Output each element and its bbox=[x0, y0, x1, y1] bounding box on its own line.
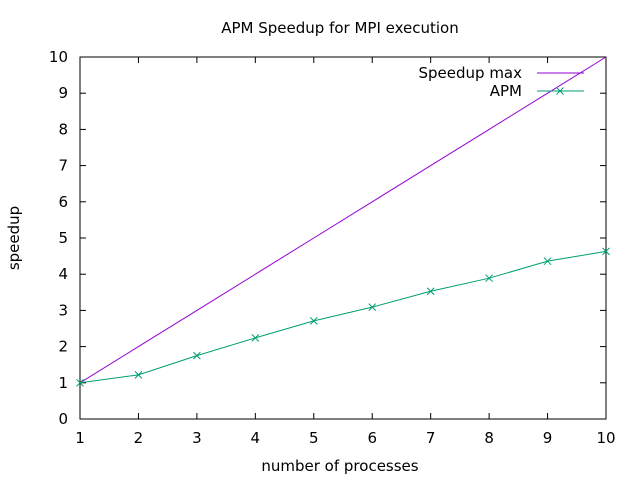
x-tick-label: 1 bbox=[75, 429, 85, 447]
x-tick-label: 3 bbox=[192, 429, 202, 447]
x-tick-label: 5 bbox=[309, 429, 319, 447]
x-tick-label: 8 bbox=[484, 429, 494, 447]
y-tick-label: 2 bbox=[58, 338, 68, 356]
data-point bbox=[309, 317, 318, 325]
y-tick-label: 8 bbox=[58, 120, 68, 138]
y-tick-label: 6 bbox=[58, 193, 68, 211]
chart-title: APM Speedup for MPI execution bbox=[221, 19, 459, 37]
data-point bbox=[134, 370, 143, 379]
x-tick-label: 4 bbox=[251, 429, 261, 447]
data-point bbox=[251, 334, 260, 342]
y-axis-label: speedup bbox=[5, 206, 23, 270]
legend-label: Speedup max bbox=[419, 64, 523, 82]
x-tick-label: 9 bbox=[543, 429, 553, 447]
y-tick-label: 4 bbox=[58, 265, 68, 283]
y-tick-label: 10 bbox=[49, 48, 68, 66]
series-line-0 bbox=[79, 56, 607, 384]
data-point bbox=[602, 247, 610, 256]
y-tick-label: 7 bbox=[58, 157, 68, 175]
y-tick-label: 5 bbox=[58, 229, 68, 247]
x-tick-label: 7 bbox=[426, 429, 436, 447]
x-tick-label: 2 bbox=[134, 429, 144, 447]
x-axis-label: number of processes bbox=[261, 457, 418, 475]
data-point bbox=[76, 378, 84, 387]
x-tick-label: 6 bbox=[367, 429, 377, 447]
series-layer bbox=[76, 56, 610, 387]
data-point bbox=[426, 287, 435, 296]
x-tick-label: 10 bbox=[596, 429, 615, 447]
y-tick-label: 1 bbox=[58, 374, 68, 392]
data-point bbox=[193, 351, 201, 360]
y-tick-label: 9 bbox=[58, 84, 68, 102]
y-tick-label: 0 bbox=[58, 410, 68, 428]
y-tick-label: 3 bbox=[58, 301, 68, 319]
data-point bbox=[485, 274, 493, 283]
series-line-1 bbox=[79, 250, 607, 384]
data-point bbox=[543, 257, 552, 266]
legend-label: APM bbox=[490, 82, 522, 100]
plot-border bbox=[79, 56, 607, 420]
legend-marker bbox=[556, 87, 564, 95]
data-point bbox=[368, 303, 377, 311]
